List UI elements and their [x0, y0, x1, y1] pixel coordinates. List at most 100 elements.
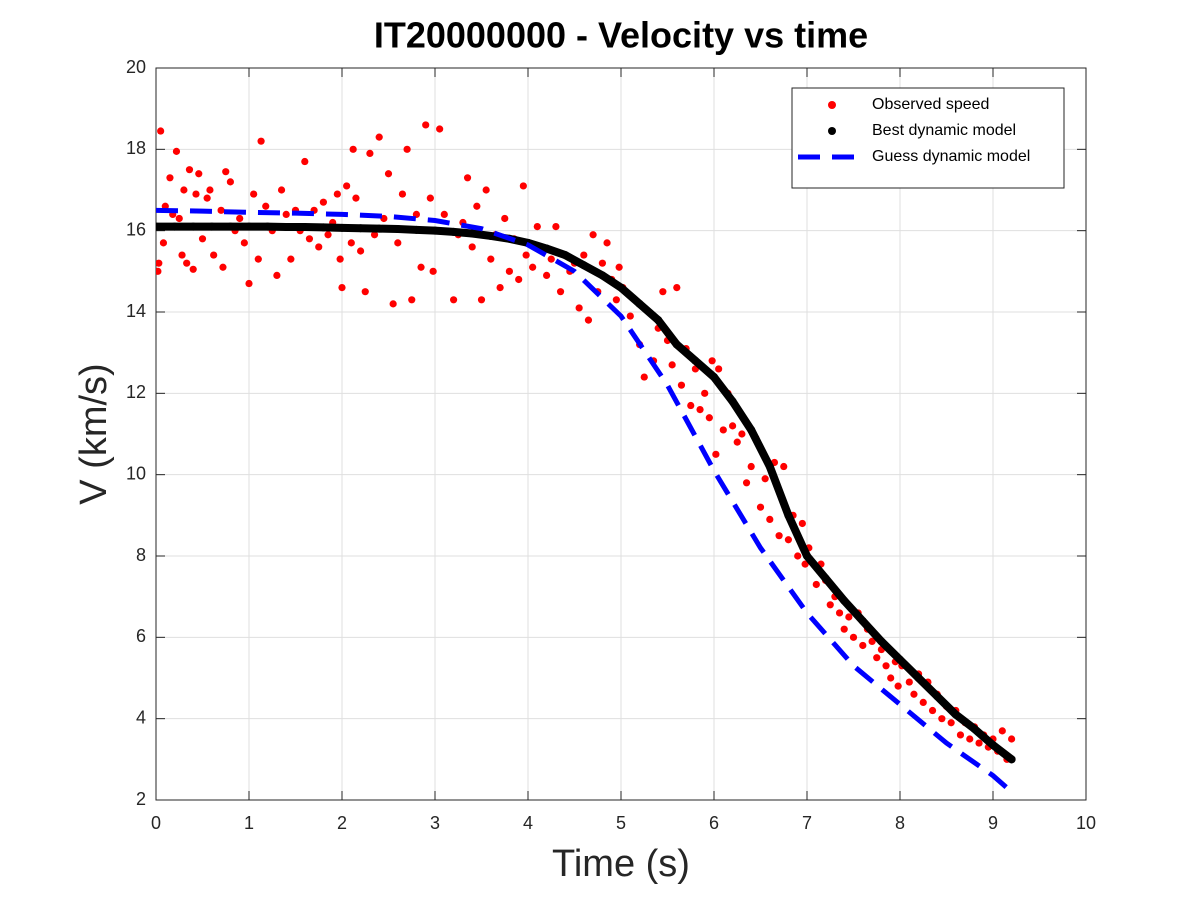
data-point — [301, 157, 309, 166]
data-point — [273, 271, 281, 279]
legend-label: Observed speed — [872, 96, 989, 113]
data-point — [222, 168, 230, 176]
data-point — [835, 609, 844, 617]
data-point — [336, 255, 344, 263]
data-point — [189, 265, 197, 273]
data-point — [705, 414, 713, 422]
y-tick-label: 10 — [126, 463, 146, 483]
data-point — [389, 300, 397, 308]
data-point — [529, 263, 537, 271]
data-point — [989, 741, 997, 750]
data-point — [429, 267, 437, 275]
data-point — [580, 251, 588, 259]
data-point — [970, 724, 979, 733]
data-point — [482, 186, 490, 194]
data-point — [561, 251, 570, 260]
data-point — [349, 145, 357, 153]
x-tick-label: 6 — [709, 813, 719, 833]
data-point — [287, 255, 295, 263]
data-point — [245, 279, 253, 288]
data-point — [412, 210, 420, 218]
data-point — [617, 283, 625, 292]
y-tick-label: 18 — [126, 138, 146, 158]
data-point — [784, 536, 793, 544]
data-point — [747, 462, 755, 471]
x-tick-label: 2 — [337, 813, 347, 833]
chart-title: IT20000000 - Velocity vs time — [374, 15, 868, 56]
data-point — [840, 596, 849, 605]
data-point — [408, 296, 416, 304]
data-point — [728, 397, 737, 406]
data-point — [219, 263, 227, 271]
data-point — [422, 121, 430, 129]
data-point — [542, 244, 551, 253]
data-point — [522, 251, 530, 259]
data-point — [333, 190, 341, 198]
data-point — [733, 438, 741, 446]
data-point — [195, 170, 203, 178]
data-point — [710, 373, 718, 382]
data-point — [701, 389, 709, 397]
data-point — [250, 190, 258, 198]
data-point — [172, 147, 181, 155]
x-axis-label: Time (s) — [552, 843, 690, 885]
data-point — [919, 698, 927, 707]
data-point — [515, 275, 523, 284]
data-point — [1008, 735, 1016, 743]
x-tick-label: 0 — [151, 813, 161, 833]
data-point — [180, 186, 188, 194]
data-point — [603, 239, 611, 247]
data-point — [412, 225, 421, 234]
x-tick-label: 8 — [895, 813, 905, 833]
data-point — [282, 223, 291, 232]
data-point — [947, 719, 955, 727]
x-tick-label: 1 — [244, 813, 254, 833]
axes-box — [155, 67, 1087, 801]
x-tick-label: 9 — [988, 813, 998, 833]
data-point — [677, 381, 686, 389]
data-point — [719, 426, 727, 434]
data-point — [998, 727, 1006, 735]
y-tick-label: 12 — [126, 382, 146, 402]
data-point — [157, 127, 165, 135]
data-point — [170, 222, 179, 231]
data-point — [598, 271, 607, 280]
data-point — [849, 633, 858, 641]
data-point — [277, 186, 286, 194]
data-point — [687, 401, 695, 410]
data-point — [747, 425, 756, 434]
data-point — [468, 229, 477, 238]
y-tick-label: 14 — [126, 301, 146, 321]
data-point — [712, 450, 720, 458]
data-point — [338, 223, 346, 232]
data-point — [417, 263, 425, 271]
data-point — [956, 731, 965, 739]
data-point — [612, 296, 620, 304]
data-point — [305, 235, 314, 243]
data-point — [393, 225, 402, 234]
data-point — [192, 190, 200, 198]
y-axis-label: V (km/s) — [73, 363, 115, 504]
model-line — [156, 207, 1014, 794]
data-point — [708, 357, 716, 365]
data-point — [765, 462, 774, 471]
legend-symbol — [828, 127, 836, 135]
data-point — [938, 715, 946, 723]
data-point — [635, 299, 644, 308]
data-point — [784, 511, 793, 520]
data-point — [375, 133, 383, 141]
data-point — [556, 288, 565, 296]
data-point — [910, 690, 918, 698]
data-point — [780, 462, 788, 471]
data-point — [347, 239, 355, 247]
data-point — [398, 190, 407, 198]
data-point — [654, 316, 663, 325]
data-point — [185, 166, 194, 174]
data-point — [324, 231, 332, 239]
data-point — [859, 641, 867, 650]
data-point — [240, 239, 248, 247]
data-point — [207, 222, 216, 231]
data-point — [486, 231, 495, 240]
y-tick-label: 2 — [136, 789, 146, 809]
